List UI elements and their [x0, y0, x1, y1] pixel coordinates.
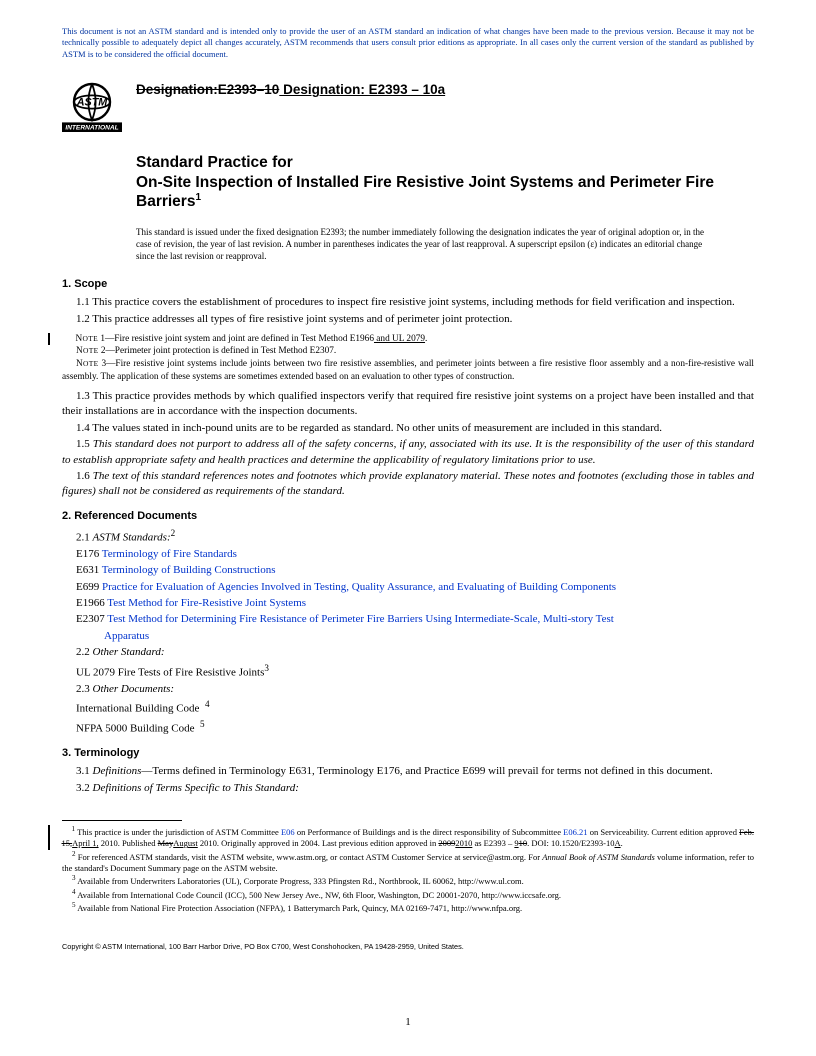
ref-ibc: International Building Code 4	[62, 698, 754, 717]
ref-2-2: 2.2 Other Standard:	[62, 645, 754, 660]
ref-nfpa: NFPA 5000 Building Code 5	[62, 718, 754, 737]
copyright-line: Copyright © ASTM International, 100 Barr…	[62, 942, 754, 951]
designation-old: Designation:E2393–10	[136, 82, 279, 97]
title-line1: Standard Practice for	[136, 154, 293, 171]
ref-2-3: 2.3 Other Documents:	[62, 682, 754, 697]
title-footnote-marker: 1	[195, 192, 201, 203]
para-1-4: 1.4 The values stated in inch-pound unit…	[62, 421, 754, 436]
title-block: Standard Practice for On-Site Inspection…	[136, 153, 754, 211]
page-number: 1	[0, 1016, 816, 1028]
ref-ul2079: UL 2079 Fire Tests of Fire Resistive Joi…	[62, 662, 754, 681]
footnotes: 1 This practice is under the jurisdictio…	[62, 825, 754, 914]
para-1-3: 1.3 This practice provides methods by wh…	[62, 389, 754, 420]
ref-e1966: E1966 Test Method for Fire-Resistive Joi…	[62, 596, 754, 611]
astm-logo: ASTM INTERNATIONAL	[62, 78, 122, 141]
terminology-body: 3.1 Definitions—Terms defined in Termino…	[62, 764, 754, 796]
ref-e631: E631 Terminology of Building Constructio…	[62, 563, 754, 578]
footnote-2: 2 For referenced ASTM standards, visit t…	[62, 850, 754, 875]
para-3-2: 3.2 Definitions of Terms Specific to Thi…	[62, 781, 754, 796]
title-line2: On-Site Inspection of Installed Fire Res…	[136, 174, 714, 211]
footnote-4: 4 Available from International Code Coun…	[62, 888, 754, 901]
para-1-5: 1.5 This standard does not purport to ad…	[62, 437, 754, 468]
ref-e2307-cont: Apparatus	[62, 629, 754, 644]
logo-international-text: INTERNATIONAL	[65, 125, 118, 132]
note-1-addition: and UL 2079	[374, 334, 425, 344]
note-1: NOTE 1—Fire resistive joint system and j…	[62, 333, 755, 346]
note-2: NOTE 2—Perimeter joint protection is def…	[62, 345, 754, 358]
top-disclaimer: This document is not an ASTM standard an…	[62, 26, 754, 60]
para-1-2: 1.2 This practice addresses all types of…	[62, 312, 754, 327]
para-1-1: 1.1 This practice covers the establishme…	[62, 295, 754, 310]
para-1-6: 1.6 The text of this standard references…	[62, 469, 754, 500]
scope-body-2: 1.3 This practice provides methods by wh…	[62, 389, 754, 500]
ref-e2307: E2307 Test Method for Determining Fire R…	[62, 612, 754, 627]
svg-text:ASTM: ASTM	[76, 97, 109, 109]
footnote-1: 1 This practice is under the jurisdictio…	[62, 825, 755, 850]
ref-2-1: 2.1 ASTM Standards:2	[62, 527, 754, 546]
scope-heading: 1. Scope	[62, 278, 754, 290]
para-3-1: 3.1 Definitions—Terms defined in Termino…	[62, 764, 754, 779]
ref-e699: E699 Practice for Evaluation of Agencies…	[62, 580, 754, 595]
referenced-docs-heading: 2. Referenced Documents	[62, 510, 754, 522]
ref-e176: E176 Terminology of Fire Standards	[62, 547, 754, 562]
scope-body: 1.1 This practice covers the establishme…	[62, 295, 754, 327]
designation-new: Designation: E2393 – 10a	[279, 82, 445, 97]
footnote-5: 5 Available from National Fire Protectio…	[62, 901, 754, 914]
footnote-3: 3 Available from Underwriters Laboratori…	[62, 874, 754, 887]
issuance-note: This standard is issued under the fixed …	[136, 226, 714, 262]
header-row: ASTM INTERNATIONAL Designation:E2393–10 …	[62, 78, 754, 141]
footnote-rule	[62, 820, 182, 821]
terminology-heading: 3. Terminology	[62, 747, 754, 759]
designation-line: Designation:E2393–10 Designation: E2393 …	[136, 78, 445, 97]
referenced-docs-body: 2.1 ASTM Standards:2 E176 Terminology of…	[62, 527, 754, 737]
note-3: NOTE 3—Fire resistive joint systems incl…	[62, 358, 754, 383]
